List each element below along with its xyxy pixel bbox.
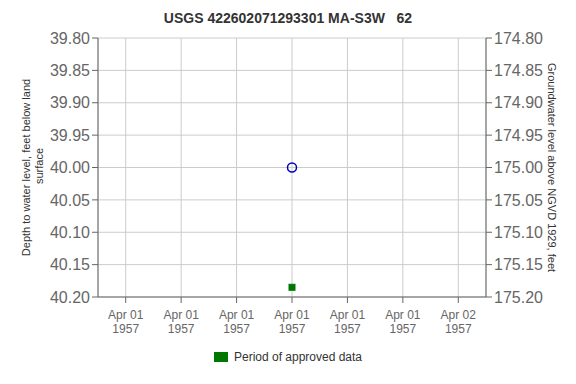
svg-text:39.85: 39.85 — [50, 62, 90, 79]
svg-text:39.90: 39.90 — [50, 94, 90, 111]
svg-text:175.10: 175.10 — [494, 224, 543, 241]
html-text:USGS 422602071293301 MA-S3W 62: USGS 422602071293301 MA-S3W 62 — [163, 10, 413, 26]
svg-text:Depth to water level, feet bel: Depth to water level, feet below land su… — [20, 79, 45, 256]
svg-text:174.90: 174.90 — [494, 94, 543, 111]
html-text:Period of approved data: Period of approved data — [234, 350, 362, 364]
svg-text:Apr 011957: Apr 011957 — [330, 308, 366, 336]
svg-text:Apr 011957: Apr 011957 — [274, 308, 310, 336]
svg-text:Apr 011957: Apr 011957 — [385, 308, 421, 336]
svg-text:40.00: 40.00 — [50, 159, 90, 176]
svg-text:39.95: 39.95 — [50, 127, 90, 144]
svg-text:Apr 011957: Apr 011957 — [163, 308, 199, 336]
svg-text:Apr 021957: Apr 021957 — [441, 308, 477, 336]
svg-text:175.05: 175.05 — [494, 192, 543, 209]
svg-text:40.10: 40.10 — [50, 224, 90, 241]
svg-text:40.15: 40.15 — [50, 256, 90, 273]
svg-text:175.20: 175.20 — [494, 289, 543, 306]
svg-text:175.00: 175.00 — [494, 159, 543, 176]
svg-text:40.05: 40.05 — [50, 192, 90, 209]
svg-text:40.20: 40.20 — [50, 289, 90, 306]
svg-text:174.80: 174.80 — [494, 30, 543, 47]
svg-text:Apr 011957: Apr 011957 — [108, 308, 144, 336]
svg-text:Groundwater level above NGVD 1: Groundwater level above NGVD 1929, feet — [546, 63, 558, 272]
svg-text:Apr 011957: Apr 011957 — [219, 308, 255, 336]
svg-text:39.80: 39.80 — [50, 30, 90, 47]
svg-text:174.85: 174.85 — [494, 62, 543, 79]
svg-text:175.15: 175.15 — [494, 256, 543, 273]
svg-text:174.95: 174.95 — [494, 127, 543, 144]
